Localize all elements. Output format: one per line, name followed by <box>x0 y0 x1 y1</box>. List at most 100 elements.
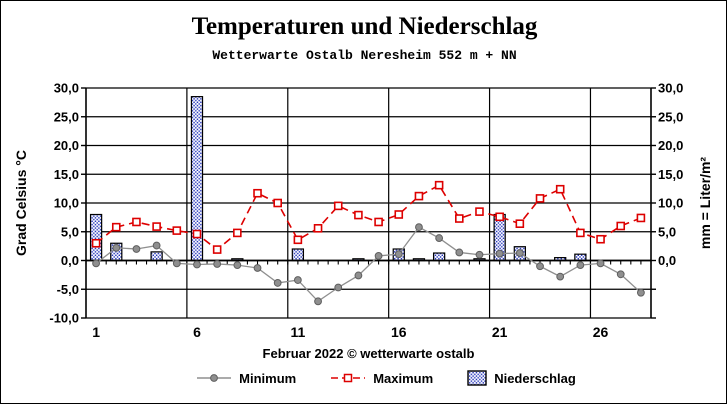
y-tick-label-right: 0,0 <box>658 253 676 268</box>
minimum-marker <box>455 248 464 257</box>
x-tick-label: 6 <box>193 324 201 340</box>
legend-label-maximum: Maximum <box>373 370 434 386</box>
maximum-marker <box>636 213 646 223</box>
minimum-marker <box>132 245 141 253</box>
minimum-marker <box>334 283 343 292</box>
minimum-marker <box>576 261 585 270</box>
minimum-marker <box>616 270 625 279</box>
x-tick-label: 11 <box>290 324 305 340</box>
maximum-marker <box>111 222 121 232</box>
y-tick-label-left: 25,0 <box>54 109 79 124</box>
legend-label-minimum: Minimum <box>239 370 297 386</box>
precipitation-bar <box>432 252 446 262</box>
maximum-marker <box>233 228 242 238</box>
legend-item-minimum: Minimum <box>196 371 296 386</box>
y-tick-label-left: 10,0 <box>54 196 79 211</box>
x-tick-label: 21 <box>492 324 508 340</box>
minimum-marker <box>92 259 100 268</box>
maximum-marker <box>333 201 343 211</box>
minimum-marker <box>253 264 262 272</box>
red-dashed-square-icon <box>331 373 366 383</box>
minimum-marker <box>475 250 484 259</box>
maximum-marker <box>313 224 323 233</box>
legend-label-niederschlag: Niederschlag <box>494 370 576 386</box>
minimum-marker <box>495 249 504 258</box>
maximum-marker <box>192 229 202 239</box>
minimum-marker <box>193 260 201 269</box>
maximum-marker <box>434 180 444 190</box>
maximum-marker <box>414 191 424 201</box>
maximum-marker <box>515 219 525 228</box>
y-tick-label-left: 5,0 <box>61 224 79 239</box>
y-tick-label-left: 30,0 <box>54 81 79 96</box>
minimum-marker <box>515 249 524 257</box>
maximum-marker <box>152 222 161 231</box>
y-tick-label-left: 20,0 <box>54 138 79 153</box>
maximum-marker <box>455 214 464 223</box>
precipitation-bar <box>89 213 103 262</box>
minimum-marker <box>596 259 605 268</box>
gray-line-circle-icon <box>197 374 232 382</box>
y-tick-label-right: 10,0 <box>658 196 683 211</box>
minimum-marker <box>354 271 363 280</box>
maximum-marker <box>535 194 545 203</box>
chart-title: Temperaturen und Niederschlag <box>191 13 538 40</box>
maximum-marker <box>253 188 262 198</box>
y-tick-label-left: 15,0 <box>54 167 79 182</box>
minimum-marker <box>556 272 565 281</box>
maximum-marker <box>596 234 605 244</box>
maximum-marker <box>475 207 484 216</box>
minimum-marker <box>435 234 444 242</box>
minimum-marker <box>415 223 423 232</box>
minimum-marker <box>152 241 161 250</box>
x-tick-label: 26 <box>593 324 609 340</box>
y-tick-label-left: -10,0 <box>49 311 79 326</box>
minimum-marker <box>314 297 322 306</box>
minimum-marker <box>233 261 242 270</box>
y-tick-label-left: -5,0 <box>57 282 79 297</box>
chart-subtitle: Wetterwarte Ostalb Neresheim 552 m + NN <box>212 48 517 63</box>
minimum-marker <box>374 252 383 260</box>
x-tick-label: 1 <box>92 324 100 340</box>
legend: Minimum Maximum Niederschlag <box>86 370 686 386</box>
y-tick-label-right: 20,0 <box>658 138 683 153</box>
maximum-line <box>95 184 642 251</box>
precipitation-bar <box>150 251 163 262</box>
precipitation-bar <box>574 253 587 262</box>
minimum-marker <box>536 262 544 271</box>
maximum-marker <box>616 221 626 231</box>
maximum-marker <box>212 245 222 254</box>
maximum-marker <box>273 198 282 208</box>
minimum-marker <box>213 260 222 268</box>
maximum-marker <box>374 217 383 227</box>
right-axis-title: mm = Liter/m² <box>697 156 713 250</box>
legend-item-niederschlag: Niederschlag <box>467 370 576 386</box>
maximum-marker <box>293 235 303 245</box>
maximum-marker <box>555 184 565 194</box>
y-tick-label-right: 30,0 <box>658 81 683 96</box>
x-tick-label: 16 <box>391 324 407 340</box>
y-tick-label-left: 0,0 <box>61 253 79 268</box>
minimum-marker <box>172 259 181 268</box>
minimum-marker <box>293 276 302 284</box>
legend-item-maximum: Maximum <box>330 371 433 386</box>
minimum-marker <box>273 279 282 287</box>
precipitation-bar <box>291 248 305 262</box>
maximum-marker <box>172 226 182 235</box>
x-axis-caption: Februar 2022 © wetterwarte ostalb <box>262 346 475 361</box>
minimum-marker <box>637 288 645 297</box>
y-tick-label-right: 15,0 <box>658 167 683 182</box>
maximum-marker <box>576 228 585 238</box>
maximum-marker <box>132 217 141 227</box>
y-tick-label-right: 5,0 <box>658 224 676 239</box>
minimum-marker <box>394 250 403 259</box>
minimum-line <box>95 226 642 303</box>
left-axis-title: Grad Celsius °C <box>13 150 29 256</box>
maximum-marker <box>394 210 404 219</box>
minimum-marker <box>112 243 121 252</box>
maximum-marker <box>91 238 101 248</box>
blue-hatch-box-icon <box>467 370 487 386</box>
maximum-marker <box>354 210 363 220</box>
